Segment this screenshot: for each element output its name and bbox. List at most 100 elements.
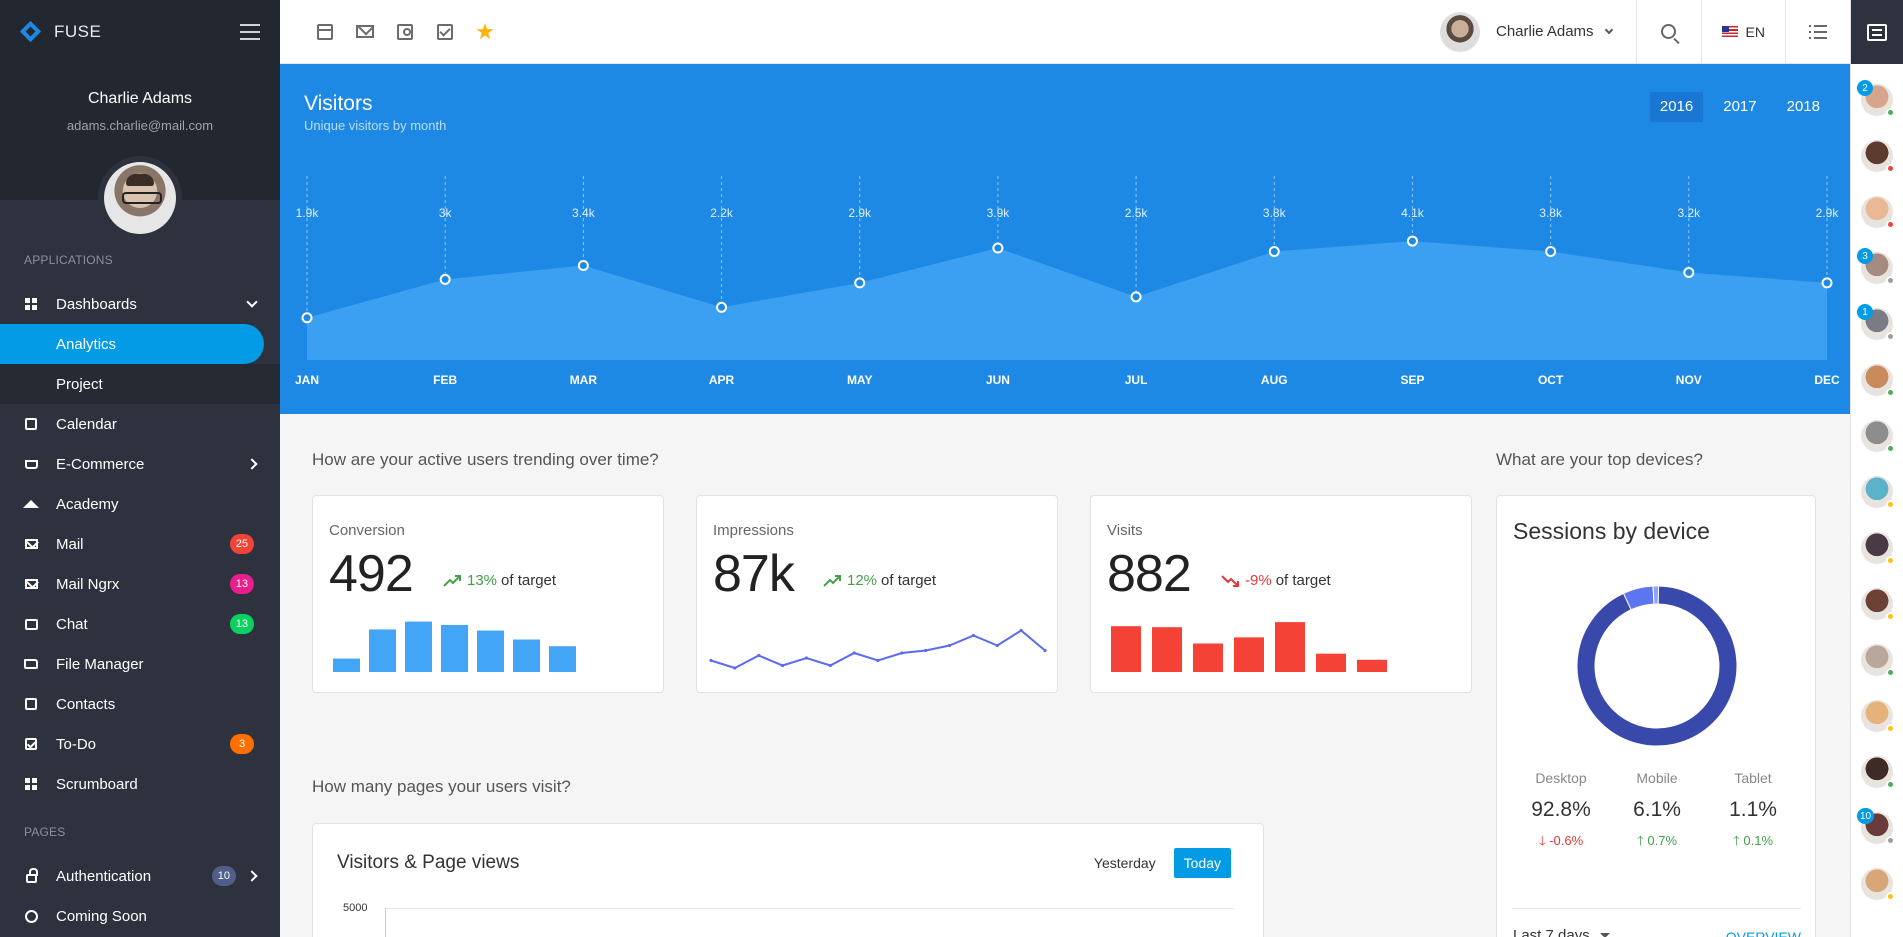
device-name: Mobile [1636, 770, 1678, 786]
sidebar-item-mail-ngrx[interactable]: Mail Ngrx 13 [0, 564, 280, 604]
x-tick-label: MAR [570, 373, 598, 387]
trending-up-icon [823, 574, 841, 587]
x-tick-label: MAY [847, 373, 873, 387]
data-label: 3.9k [987, 206, 1011, 220]
sidebar-item-label: Contacts [56, 695, 116, 713]
chat-contact-avatar[interactable] [1861, 700, 1895, 733]
impressions-widget: Impressions 87k 12% of target [696, 495, 1058, 693]
x-tick-label: FEB [433, 373, 457, 387]
data-point [828, 663, 832, 668]
sidebar-item-label: Authentication [56, 867, 152, 885]
tab-yesterday[interactable]: Yesterday [1093, 855, 1156, 871]
sidebar-header: FUSE Charlie Adams adams.charlie@mail.co… [0, 0, 280, 240]
chat-contact-avatar[interactable] [1861, 476, 1895, 509]
x-tick-label: JUL [1125, 373, 1148, 387]
mail-count-badge: 25 [229, 534, 254, 554]
calendar-shortcut-icon[interactable] [305, 12, 345, 52]
chat-contact-avatar[interactable] [1861, 196, 1895, 229]
bar [1357, 659, 1387, 672]
sidebar-item-mail[interactable]: Mail 25 [0, 524, 280, 564]
sidebar-item-project[interactable]: Project [0, 364, 280, 404]
chat-contact-avatar[interactable] [1861, 588, 1895, 621]
data-point [301, 312, 313, 324]
data-label: 2.2k [710, 206, 734, 220]
visitors-area [307, 241, 1827, 360]
status-dot [1886, 276, 1895, 285]
chat-contact-avatar[interactable] [1861, 364, 1895, 397]
language-selector[interactable]: EN [1702, 0, 1785, 64]
top-toolbar: ★ Charlie Adams EN [280, 0, 1850, 64]
x-tick-label: JAN [295, 373, 319, 387]
device-value: 92.8% [1531, 798, 1591, 821]
us-flag-icon [1721, 26, 1738, 37]
cart-icon [24, 457, 38, 471]
todo-shortcut-icon[interactable] [425, 12, 465, 52]
pages-question: How many pages your users visit? [312, 777, 571, 796]
sidebar-avatar[interactable] [98, 156, 182, 240]
sidebar-item-calendar[interactable]: Calendar [0, 404, 280, 444]
year-2018-button[interactable]: 2018 [1786, 98, 1820, 115]
data-label: 3k [439, 206, 453, 220]
sidebar-item-analytics[interactable]: Analytics [0, 324, 264, 364]
bar [1193, 643, 1223, 672]
sidebar-user-email: adams.charlie@mail.com [66, 118, 214, 133]
slice-tablet [1652, 585, 1660, 605]
widget-label: Visits [1107, 522, 1143, 539]
sidebar-item-contacts[interactable]: Contacts [0, 684, 280, 724]
trend-percent: -9% [1245, 572, 1272, 589]
chat-contact-avatar[interactable]: 1 [1857, 304, 1895, 341]
menu-toggle-icon[interactable] [240, 24, 260, 40]
tab-today[interactable]: Today [1173, 848, 1231, 878]
page-views-widget: Visitors & Page views Yesterday Today 50… [312, 823, 1264, 937]
chat-contact-avatar[interactable] [1861, 532, 1895, 565]
sidebar-item-todo[interactable]: To-Do 3 [0, 724, 280, 764]
sidebar-item-label: E-Commerce [56, 455, 145, 473]
chat-contact-avatar[interactable] [1861, 140, 1895, 173]
sidebar-item-authentication[interactable]: Authentication 10 [0, 856, 280, 896]
mail-shortcut-icon[interactable] [345, 12, 385, 52]
data-label: 3.2k [1677, 206, 1701, 220]
sidebar-item-ecommerce[interactable]: E-Commerce [0, 444, 280, 484]
gridline [385, 908, 1235, 909]
sidebar-item-coming-soon[interactable]: Coming Soon [0, 896, 280, 936]
star-icon[interactable]: ★ [475, 18, 495, 44]
section-pages: PAGES [24, 825, 66, 839]
dropdown-arrow-icon [1599, 933, 1610, 937]
sidebar-item-label: Mail [56, 535, 84, 553]
contacts-shortcut-icon[interactable] [385, 12, 425, 52]
device-stats: Desktop 92.8% 🡓 -0.6% Mobile 6.1% 🡑 0.7%… [1513, 770, 1801, 854]
sidebar-item-label: Chat [56, 615, 88, 633]
data-point [971, 633, 976, 638]
data-point [1406, 235, 1418, 247]
year-2017-button[interactable]: 2017 [1723, 98, 1757, 115]
search-button[interactable] [1637, 0, 1701, 64]
chat-contact-avatar[interactable] [1861, 756, 1895, 789]
date-range-label: Last 7 days [1513, 927, 1590, 937]
chat-contact-avatar[interactable] [1861, 420, 1895, 453]
date-range-select[interactable]: Last 7 days [1513, 927, 1610, 937]
sidebar-item-label: Dashboards [56, 295, 137, 313]
trend-percent: 13% [467, 572, 498, 589]
chat-contact-avatar[interactable]: 10 [1857, 808, 1895, 845]
bar [477, 630, 504, 672]
chat-panel-toggle[interactable] [1851, 0, 1903, 64]
sidebar-item-scrumboard[interactable]: Scrumboard [0, 764, 280, 804]
sidebar-item-file-manager[interactable]: File Manager [0, 644, 280, 684]
chat-contact-avatar[interactable]: 3 [1857, 248, 1895, 285]
app-logo-text: FUSE [54, 22, 102, 41]
sidebar-item-chat[interactable]: Chat 13 [0, 604, 280, 644]
sidebar-item-academy[interactable]: Academy [0, 484, 280, 524]
data-label: 3.4k [572, 206, 596, 220]
chat-contact-avatar[interactable] [1861, 644, 1895, 677]
year-2016-button[interactable]: 2016 [1649, 92, 1704, 122]
data-point [709, 658, 713, 663]
overview-button[interactable]: OVERVIEW [1725, 929, 1801, 937]
chat-contact-avatar[interactable] [1861, 868, 1895, 901]
sidebar-item-label: Scrumboard [56, 775, 138, 793]
sidebar-item-dashboards[interactable]: Dashboards [0, 284, 280, 324]
user-menu-button[interactable]: Charlie Adams [1430, 0, 1636, 64]
status-dot [1886, 556, 1895, 565]
device-change-value: 0.7% [1647, 833, 1678, 848]
quick-panel-toggle-button[interactable] [1786, 0, 1850, 64]
chat-contact-avatar[interactable]: 2 [1857, 80, 1895, 117]
